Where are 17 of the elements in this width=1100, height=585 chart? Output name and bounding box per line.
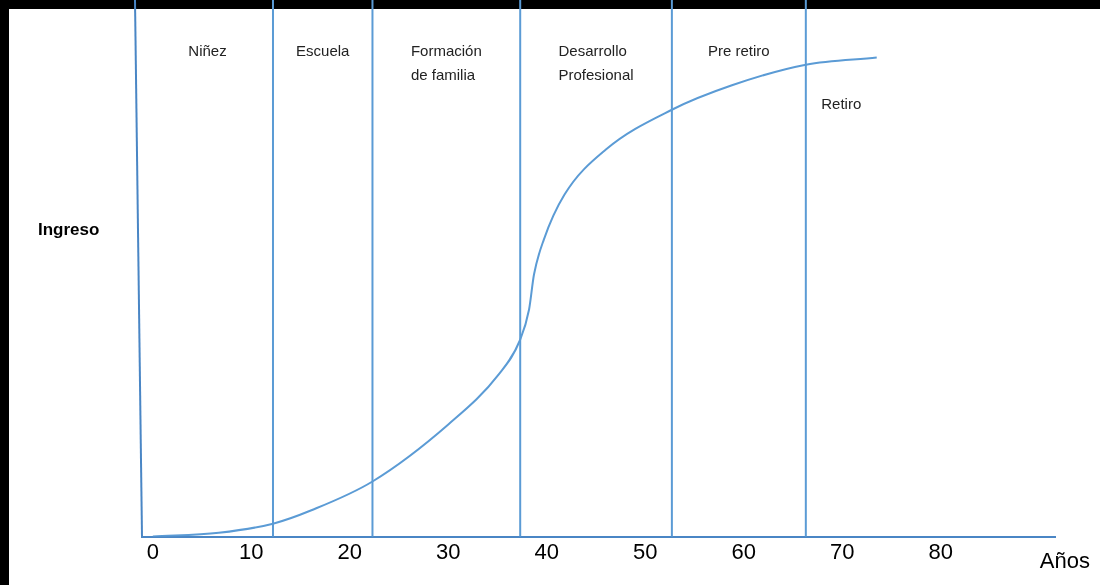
x-tick-label: 10 — [239, 538, 264, 564]
annotation: Formación de familia — [410, 42, 482, 84]
x-tick-label: 40 — [534, 538, 560, 564]
annotation: Pre retiro — [708, 42, 770, 60]
annotation: Desarrollo Profesional — [558, 42, 634, 84]
x-tick-label: 60 — [731, 538, 757, 564]
x-tick-label: 20 — [337, 538, 363, 564]
y-axis-title: Ingreso — [38, 219, 100, 239]
x-axis-title: Años — [1039, 547, 1090, 573]
annotation: Niñez — [188, 42, 227, 60]
x-tick-label: 70 — [830, 538, 855, 564]
x-tick-label: 30 — [436, 538, 461, 564]
x-tick-label: 50 — [633, 538, 658, 564]
annotation: Escuela — [296, 42, 351, 60]
x-tick-label: 80 — [928, 538, 953, 564]
x-tick-label: 0 — [146, 538, 159, 564]
annotation: Retiro — [821, 94, 862, 112]
